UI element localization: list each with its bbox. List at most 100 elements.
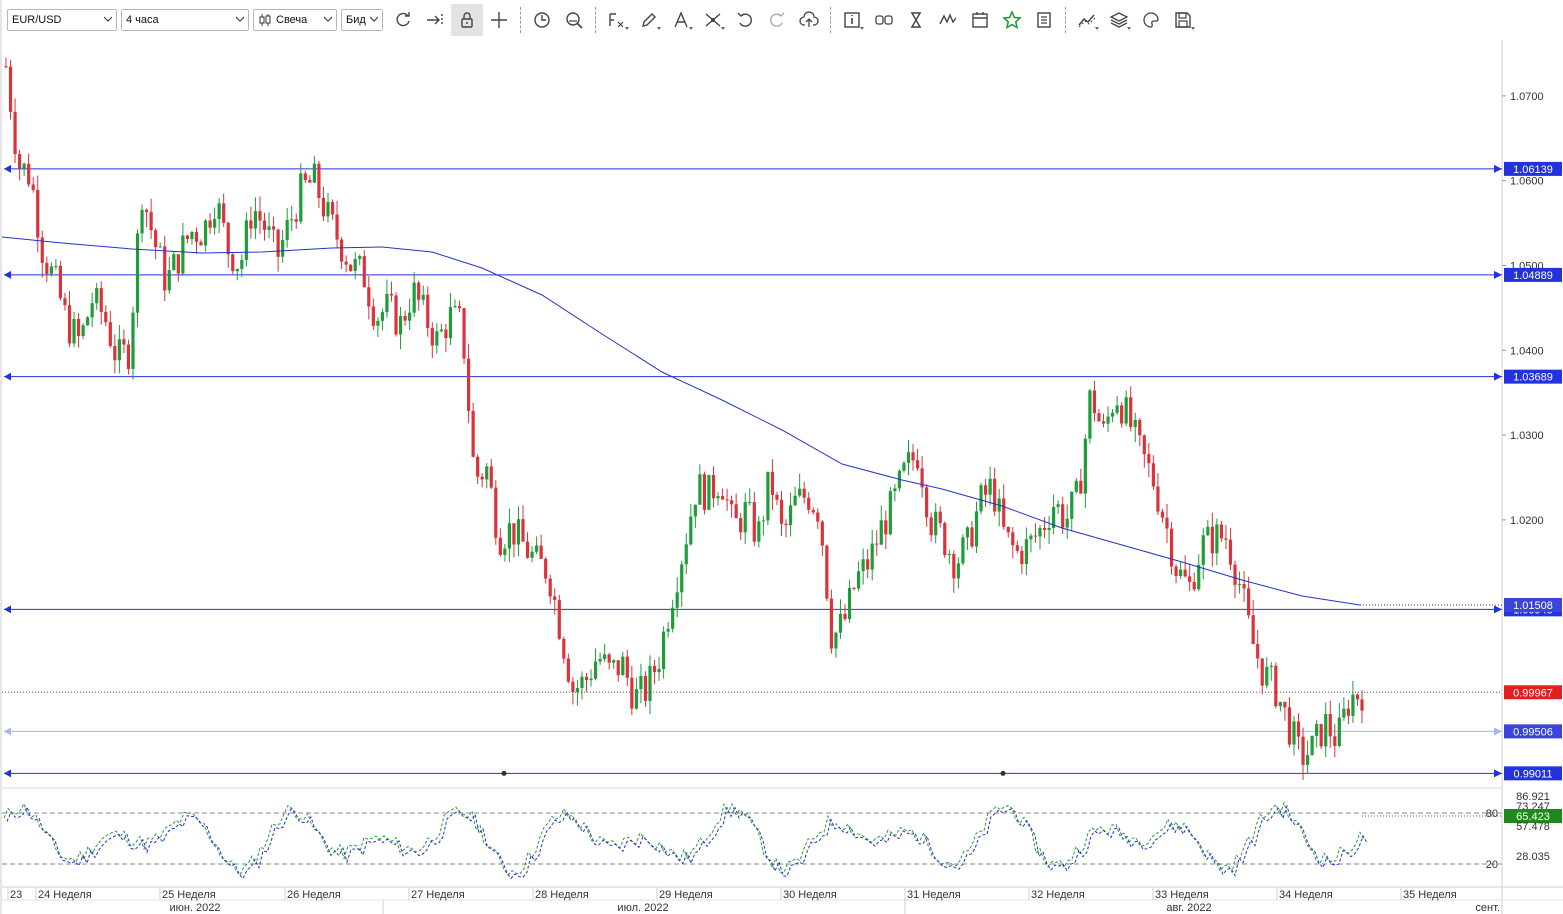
line-anchor-point[interactable] (501, 770, 507, 776)
candle-body (36, 189, 40, 238)
lock-button[interactable] (451, 4, 483, 36)
chart-canvas[interactable]: 1.07001.06001.05001.04001.03001.02001.06… (2, 40, 1563, 914)
list-button[interactable] (1028, 4, 1060, 36)
x-tick-label: 31 Неделя (907, 889, 961, 901)
candle-body (95, 288, 99, 304)
candle-body (793, 495, 797, 506)
candle-body (770, 471, 775, 495)
draw-button[interactable] (633, 4, 665, 36)
info-button[interactable] (836, 4, 868, 36)
fibonacci-button[interactable] (665, 4, 697, 36)
price-level-tag (1504, 161, 1562, 176)
candle-body (521, 519, 525, 542)
refresh-button[interactable] (387, 4, 419, 36)
candle-body (444, 329, 448, 339)
candle-body (861, 559, 865, 572)
candle-body (566, 658, 570, 682)
layers-button[interactable] (1103, 4, 1135, 36)
level-arrow-left-icon (4, 270, 11, 279)
candle-body (1360, 699, 1364, 711)
wave-button[interactable] (932, 4, 964, 36)
price-level-tag (1504, 369, 1562, 384)
timeframe-select[interactable]: 4 часа (121, 9, 249, 31)
candle-body (530, 551, 534, 558)
candle-body (1106, 416, 1110, 424)
candle-body (553, 596, 557, 601)
candle-body (1120, 405, 1124, 424)
candle-body (784, 523, 788, 526)
candle-body (1097, 413, 1101, 422)
undo-button[interactable] (729, 4, 761, 36)
candle-body (1265, 666, 1269, 686)
candle-body (938, 511, 942, 524)
candle-body (476, 456, 480, 477)
candle-body (1251, 615, 1255, 645)
calendar-button[interactable] (964, 4, 996, 36)
candle-body (49, 266, 53, 274)
oscillator-value-label: 65.423 (1516, 811, 1550, 823)
candle-body (1151, 463, 1155, 487)
favorite-button[interactable] (996, 4, 1028, 36)
hourglass-button[interactable] (900, 4, 932, 36)
candle-body (1233, 564, 1237, 585)
pattern-button[interactable] (697, 4, 729, 36)
compare-icon (875, 15, 893, 25)
indicators-button[interactable] (601, 4, 633, 36)
price-type-select[interactable]: Бид (341, 9, 383, 31)
candle-body (40, 237, 44, 263)
candle-body (1219, 524, 1224, 539)
x-tick-label: 29 Неделя (659, 889, 713, 901)
candle-body (1133, 420, 1137, 428)
indicators-fx-icon (609, 13, 624, 28)
candle-body (879, 520, 883, 545)
candle-body (1296, 721, 1301, 737)
candle-body (680, 564, 684, 593)
candle-icon (259, 14, 271, 26)
candle-body (820, 521, 824, 546)
candle-body (857, 571, 861, 589)
candle-body (117, 339, 121, 361)
candle-body (838, 613, 843, 633)
redo-icon (770, 12, 785, 27)
x-tick-label: 30 Неделя (783, 889, 837, 901)
clock-button[interactable] (526, 4, 558, 36)
candle-body (86, 317, 90, 326)
price-chart[interactable]: 1.0700 1.0600 1.0500 1.0400 1.0300 1.0200 1.06… (2, 40, 1563, 914)
candle-body (748, 502, 752, 504)
symbol-select[interactable]: EUR/USD (7, 9, 117, 31)
candle-body (634, 689, 638, 709)
candle-body (539, 545, 543, 559)
candle-body (1305, 755, 1310, 765)
candle-body (752, 502, 756, 542)
candle-body (970, 527, 974, 547)
candle-body (580, 676, 584, 688)
candle-body (847, 587, 852, 620)
crosshair-button[interactable] (483, 4, 515, 36)
level-arrow-left-icon (4, 164, 11, 173)
candle-body (1110, 412, 1115, 417)
candle-body (666, 628, 670, 632)
save-button[interactable] (1167, 4, 1199, 36)
candle-body (276, 229, 280, 257)
palette-button[interactable] (1135, 4, 1167, 36)
candle-body (1056, 504, 1060, 508)
line-anchor-point[interactable] (1000, 770, 1006, 776)
candle-body (122, 339, 126, 345)
trend-button[interactable] (1071, 4, 1103, 36)
candle-body (222, 203, 226, 223)
candle-body (126, 344, 131, 370)
candle-body (852, 587, 856, 589)
scroll-to-end-button[interactable] (419, 4, 451, 36)
zoom-button[interactable] (558, 4, 590, 36)
candle-body (1292, 721, 1296, 745)
candle-body (408, 312, 412, 321)
candle-body (398, 316, 403, 335)
candle-body (1070, 491, 1074, 519)
redo-button[interactable] (761, 4, 793, 36)
candle-body (1061, 504, 1065, 528)
candle-body (1083, 438, 1087, 494)
chart-type-select[interactable]: Свеча (253, 9, 337, 31)
compare-button[interactable] (868, 4, 900, 36)
upload-button[interactable] (793, 4, 825, 36)
